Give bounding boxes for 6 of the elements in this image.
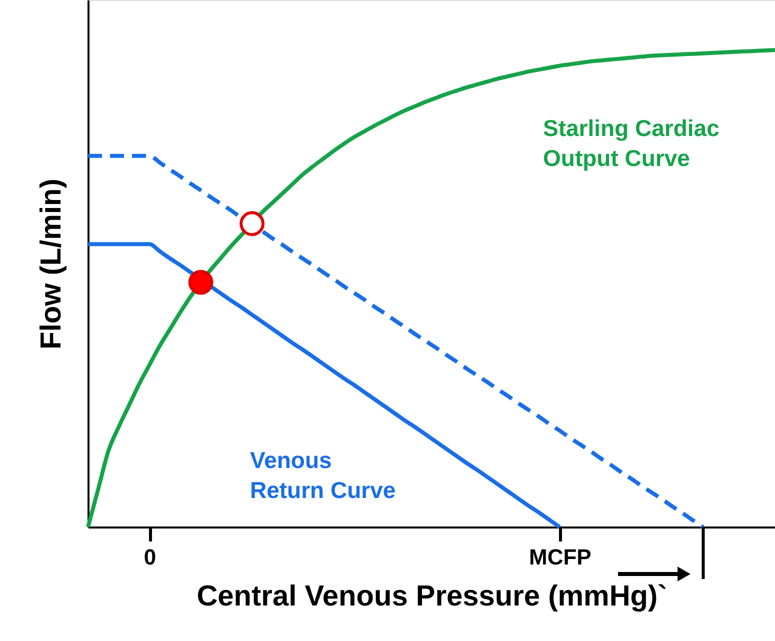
x-axis-title: Central Venous Pressure (mmHg)` bbox=[196, 580, 668, 612]
y-axis-title: Flow (L/min) bbox=[36, 178, 68, 350]
x-tick-label: 0 bbox=[144, 544, 156, 570]
series-label: Venous Return Curve bbox=[250, 447, 396, 503]
series-label: Starling Cardiac Output Curve bbox=[543, 115, 720, 171]
x-tick-label: MCFP bbox=[529, 544, 592, 570]
